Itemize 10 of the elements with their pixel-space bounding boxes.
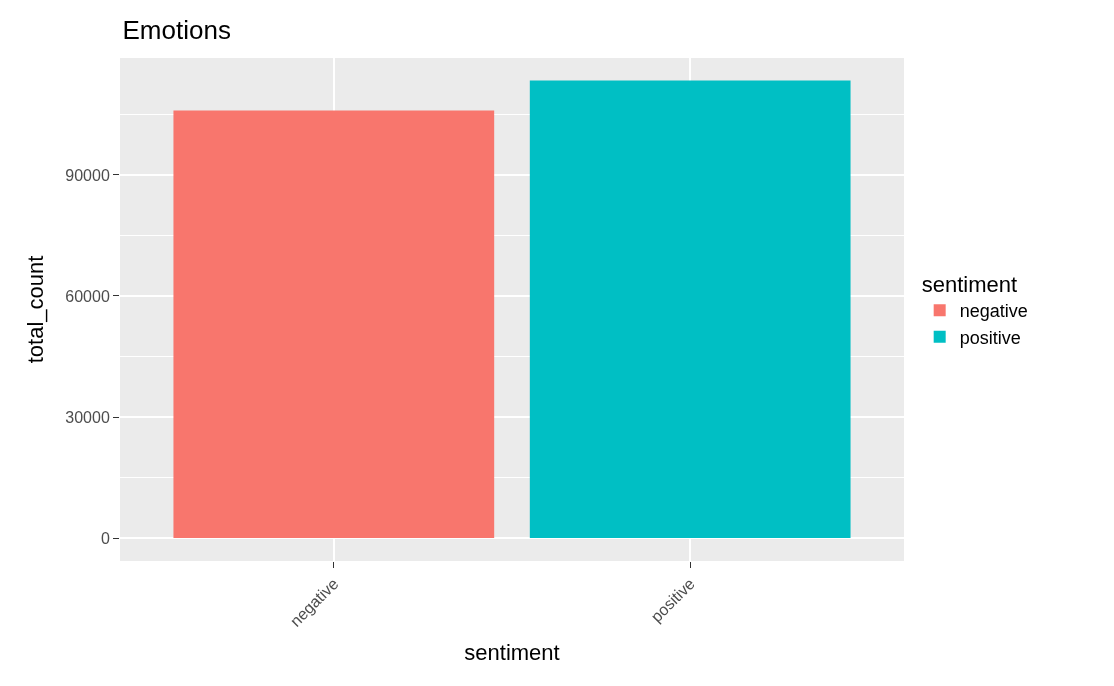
legend-label: positive <box>959 327 1021 348</box>
legend-label: negative <box>959 301 1028 322</box>
y-tick-label: 90000 <box>65 166 110 184</box>
legend-title: sentiment <box>921 272 1018 298</box>
y-tick-label: 0 <box>100 529 110 547</box>
x-axis-title: sentiment <box>464 639 560 665</box>
y-axis-title: total_count <box>23 255 49 364</box>
chart-title: Emotions <box>122 14 231 45</box>
y-tick-label: 30000 <box>65 408 110 426</box>
y-tick-label: 60000 <box>65 287 110 305</box>
